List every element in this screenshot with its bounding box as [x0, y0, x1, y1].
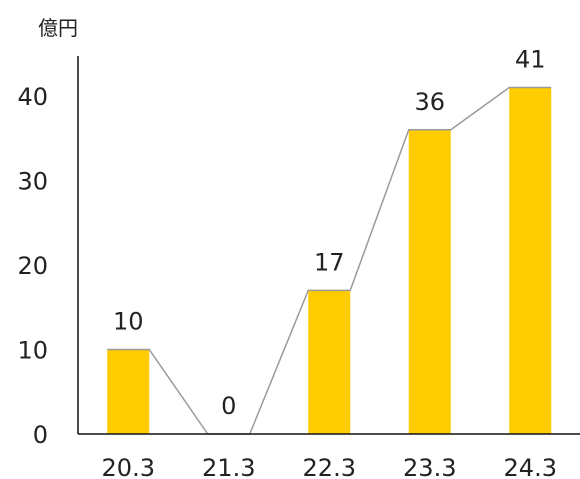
data-label-21.3: 0 [221, 392, 236, 420]
y-unit-label: 億円 [38, 16, 78, 40]
data-label-20.3: 10 [113, 308, 144, 336]
bar-23.3 [408, 129, 451, 435]
bar-24.3 [509, 87, 552, 435]
bar-22.3 [308, 290, 351, 434]
bar-20.3 [107, 349, 150, 434]
y-tick-label-20: 20 [17, 252, 48, 280]
data-label-22.3: 17 [314, 248, 345, 276]
x-tick-label-22.3: 22.3 [303, 454, 356, 479]
data-label-24.3: 41 [515, 46, 546, 74]
y-tick-label-10: 10 [17, 337, 48, 365]
y-tick-label-30: 30 [17, 168, 48, 196]
labels-layer: 0 10 20 30 40 20.3 21.3 22.3 23.3 24.3 10 0 17 36 41 [17, 46, 557, 479]
x-tick-label-21.3: 21.3 [202, 454, 255, 479]
x-tick-label-23.3: 23.3 [403, 454, 456, 479]
axis-layer [77, 56, 580, 435]
x-tick-label-24.3: 24.3 [504, 454, 557, 479]
y-tick-label-40: 40 [17, 83, 48, 111]
data-label-23.3: 36 [414, 88, 445, 116]
x-tick-label-20.3: 20.3 [102, 454, 155, 479]
y-tick-label-0: 0 [33, 421, 48, 449]
bars-layer [107, 87, 552, 435]
trend-line [107, 86, 552, 435]
trend-layer [107, 86, 552, 435]
